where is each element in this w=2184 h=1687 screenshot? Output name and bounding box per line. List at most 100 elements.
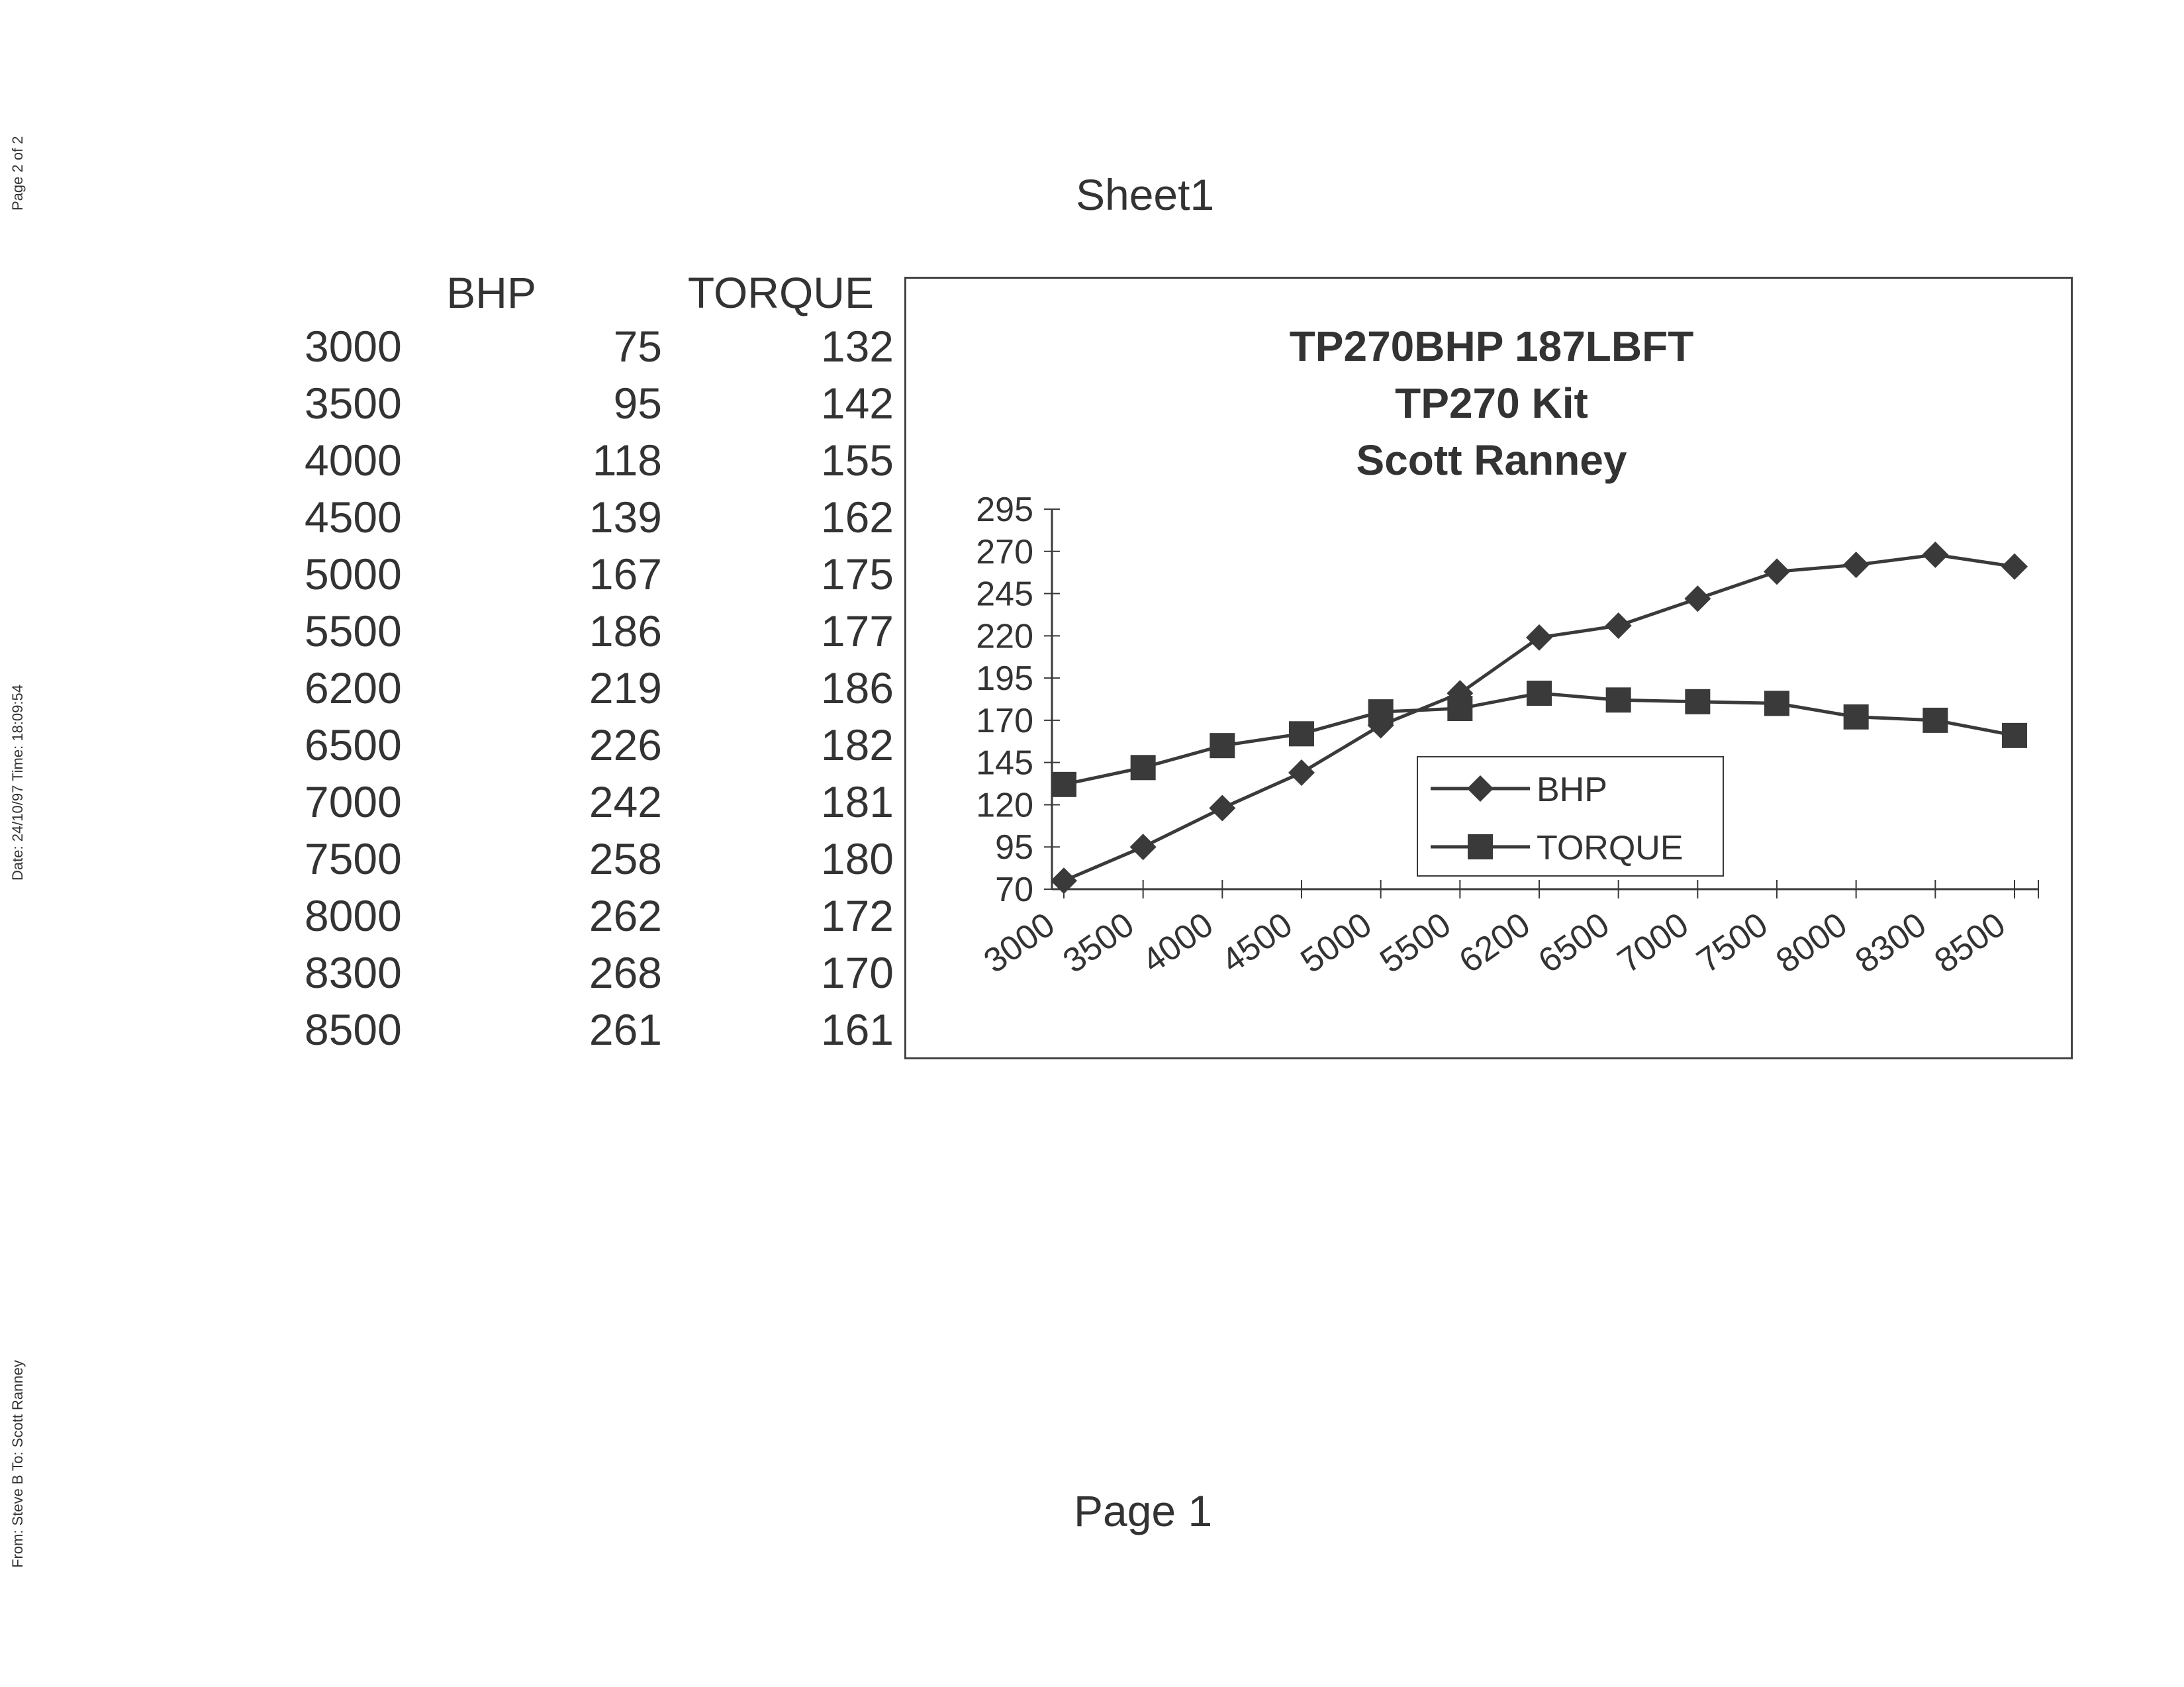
- table-row: 3500 95 142: [305, 375, 894, 432]
- bhp-cell: 258: [589, 834, 662, 883]
- legend-marker-diamond: [1467, 775, 1494, 802]
- table-row: 4000 118 155: [305, 432, 894, 489]
- x-tick-label: 5000: [1294, 905, 1379, 981]
- y-tick-label: 95: [995, 828, 1033, 867]
- torque-cell: 182: [820, 720, 894, 769]
- chart-title-line: Scott Ranney: [1356, 436, 1627, 484]
- header-rpm: [305, 262, 424, 318]
- rpm-cell: 7500: [305, 834, 402, 883]
- table-row: 8300 268 170: [305, 944, 894, 1001]
- y-tick-label: 145: [976, 744, 1033, 783]
- y-tick-label: 245: [976, 575, 1033, 614]
- y-tick-label: 120: [976, 786, 1033, 824]
- data-point-bhp: [1051, 867, 1077, 894]
- torque-cell: 155: [820, 436, 894, 485]
- data-point-bhp: [1922, 541, 1949, 568]
- table-row: 5500 186 177: [305, 602, 894, 659]
- data-point-torque: [2002, 722, 2027, 748]
- rpm-cell: 5000: [305, 550, 402, 599]
- bhp-cell: 95: [613, 379, 662, 428]
- data-point-torque: [1527, 681, 1552, 706]
- data-point-torque: [1210, 733, 1235, 759]
- bhp-cell: 139: [589, 493, 662, 542]
- bhp-cell: 118: [592, 436, 662, 485]
- data-point-torque: [1051, 771, 1076, 797]
- y-tick-label: 70: [995, 871, 1033, 909]
- data-point-torque: [1923, 707, 1948, 733]
- rpm-cell: 6200: [305, 663, 402, 712]
- bhp-cell: 242: [589, 777, 662, 826]
- y-tick-label: 295: [976, 491, 1033, 529]
- data-point-torque: [1368, 699, 1394, 725]
- chart: TP270BHP 187LBFT TP270 Kit Scott Ranney 70 9…: [904, 277, 2073, 1059]
- table-row: 7500 258 180: [305, 830, 894, 887]
- data-point-torque: [1605, 687, 1631, 713]
- data-point-bhp: [1209, 795, 1236, 822]
- data-point-torque: [1843, 704, 1869, 730]
- table-row: 3000 75 132: [305, 318, 894, 375]
- fax-date-time: Date: 24/10/97 Time: 18:09:54: [9, 685, 26, 881]
- rpm-cell: 8500: [305, 1005, 402, 1054]
- rpm-cell: 4000: [305, 436, 402, 485]
- header-torque: TORQUE: [687, 268, 874, 317]
- data-table: BHP TORQUE 3000 75 132 3500 95 142 4000 118 155 4…: [305, 262, 894, 1058]
- data-point-bhp: [1605, 612, 1632, 640]
- torque-cell: 170: [820, 948, 894, 997]
- chart-title-line: TP270 Kit: [1395, 379, 1588, 427]
- y-tick-label: 195: [976, 659, 1033, 698]
- fax-from-to: From: Steve B To: Scott Ranney: [9, 1360, 26, 1568]
- torque-cell: 186: [820, 663, 894, 712]
- bhp-cell: 261: [589, 1005, 662, 1054]
- legend-marker-square: [1468, 834, 1493, 859]
- fax-page-number: Page 2 of 2: [9, 136, 26, 211]
- data-point-torque: [1289, 721, 1314, 747]
- x-tick-label: 5500: [1373, 905, 1458, 981]
- data-point-bhp: [1764, 558, 1790, 585]
- data-point-bhp: [1684, 585, 1711, 612]
- legend-label-torque: TORQUE: [1537, 829, 1684, 867]
- x-tick-label: 8000: [1770, 905, 1854, 981]
- bhp-cell: 219: [589, 663, 662, 712]
- rpm-cell: 5500: [305, 606, 402, 655]
- data-point-torque: [1764, 691, 1789, 716]
- bhp-cell: 262: [589, 891, 662, 940]
- rpm-cell: 7000: [305, 777, 402, 826]
- data-point-torque: [1130, 755, 1156, 781]
- table-row: 4500 139 162: [305, 489, 894, 546]
- x-tick-label: 4000: [1135, 905, 1220, 981]
- torque-cell: 142: [820, 379, 894, 428]
- data-point-bhp: [1129, 834, 1157, 861]
- rpm-cell: 3000: [305, 322, 402, 371]
- y-tick-label: 270: [976, 533, 1033, 571]
- torque-cell: 177: [820, 606, 894, 655]
- table-header-row: BHP TORQUE: [305, 262, 894, 318]
- data-point-torque: [1685, 689, 1711, 714]
- data-point-torque: [1447, 696, 1473, 722]
- rpm-cell: 6500: [305, 720, 402, 769]
- x-tick-label: 4500: [1215, 905, 1300, 981]
- bhp-cell: 75: [613, 322, 662, 371]
- data-point-bhp: [1842, 552, 1870, 579]
- bhp-cell: 186: [589, 606, 662, 655]
- table-row: 6500 226 182: [305, 716, 894, 773]
- chart-svg: TP270BHP 187LBFT TP270 Kit Scott Ranney 70 9…: [976, 322, 2039, 981]
- x-tick-label: 6500: [1532, 905, 1617, 981]
- rpm-cell: 3500: [305, 379, 402, 428]
- x-tick-label: 7000: [1611, 905, 1695, 981]
- x-tick-label: 6200: [1452, 905, 1537, 981]
- torque-cell: 162: [820, 493, 894, 542]
- rpm-cell: 4500: [305, 493, 402, 542]
- table-row: 8000 262 172: [305, 887, 894, 944]
- torque-cell: 161: [820, 1005, 894, 1054]
- x-tick-label: 8300: [1848, 905, 1933, 981]
- rpm-cell: 8000: [305, 891, 402, 940]
- x-tick-label: 3000: [977, 905, 1062, 981]
- sheet-title: Sheet1: [1076, 170, 1215, 219]
- torque-cell: 175: [820, 550, 894, 599]
- x-tick-label: 8500: [1928, 905, 2013, 981]
- data-point-bhp: [1526, 624, 1552, 651]
- data-point-bhp: [2001, 553, 2028, 580]
- torque-cell: 172: [820, 891, 894, 940]
- header-bhp: BHP: [446, 268, 536, 317]
- legend-label-bhp: BHP: [1537, 771, 1607, 809]
